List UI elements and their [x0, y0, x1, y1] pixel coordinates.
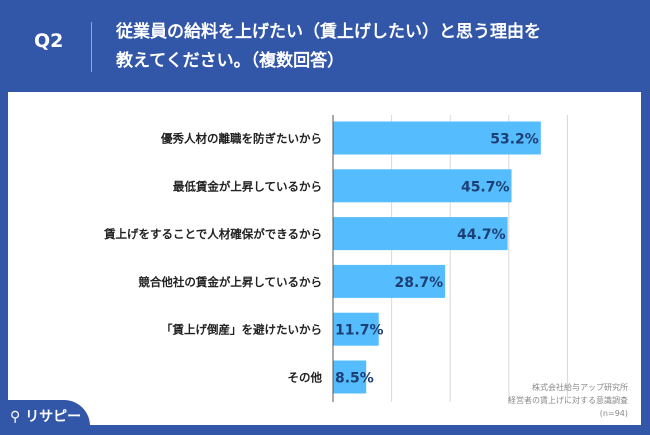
category-label: 優秀人材の離職を防ぎたいから	[160, 132, 322, 146]
source-note: 株式会社給与アップ研究所経営者の賃上げに対する意識調査 (n=94)	[508, 381, 628, 420]
title-line-2: 教えてください。（複数回答）	[116, 51, 345, 71]
source-line-2: 経営者の賃上げに対する意識調査	[508, 396, 628, 405]
source-line-1: 株式会社給与アップ研究所	[532, 383, 628, 392]
title-line-1: 従業員の給料を上げたい（賃上げしたい）と思う理由を	[116, 22, 541, 42]
category-label: 賃上げをすることで人材確保ができるから	[103, 227, 322, 241]
data-label: 28.7%	[395, 275, 444, 291]
bar	[333, 312, 379, 346]
question-number: Q2	[34, 30, 64, 52]
data-label: 8.5%	[335, 371, 374, 387]
bar	[333, 264, 446, 298]
bar	[333, 360, 367, 394]
bar	[333, 217, 508, 251]
source-line-3: (n=94)	[599, 409, 628, 418]
bar	[333, 121, 541, 155]
logo-text: リサピー	[25, 409, 82, 425]
category-label: その他	[288, 371, 323, 385]
data-label: 45.7%	[461, 179, 510, 195]
category-label: 「賃上げ倒産」を避けたいから	[161, 323, 322, 337]
data-label: 44.7%	[457, 227, 506, 243]
bar	[333, 169, 512, 203]
chart-title: 従業員の給料を上げたい（賃上げしたい）と思う理由を 教えてください。（複数回答）	[116, 18, 636, 76]
logo: ⚲ リサピー	[0, 400, 90, 435]
data-label: 53.2%	[490, 132, 539, 148]
divider	[91, 22, 92, 72]
category-label: 最低賃金が上昇しているから	[173, 179, 322, 193]
data-label: 11.7%	[335, 323, 384, 339]
category-label: 競合他社の賃金が上昇しているから	[138, 275, 322, 289]
